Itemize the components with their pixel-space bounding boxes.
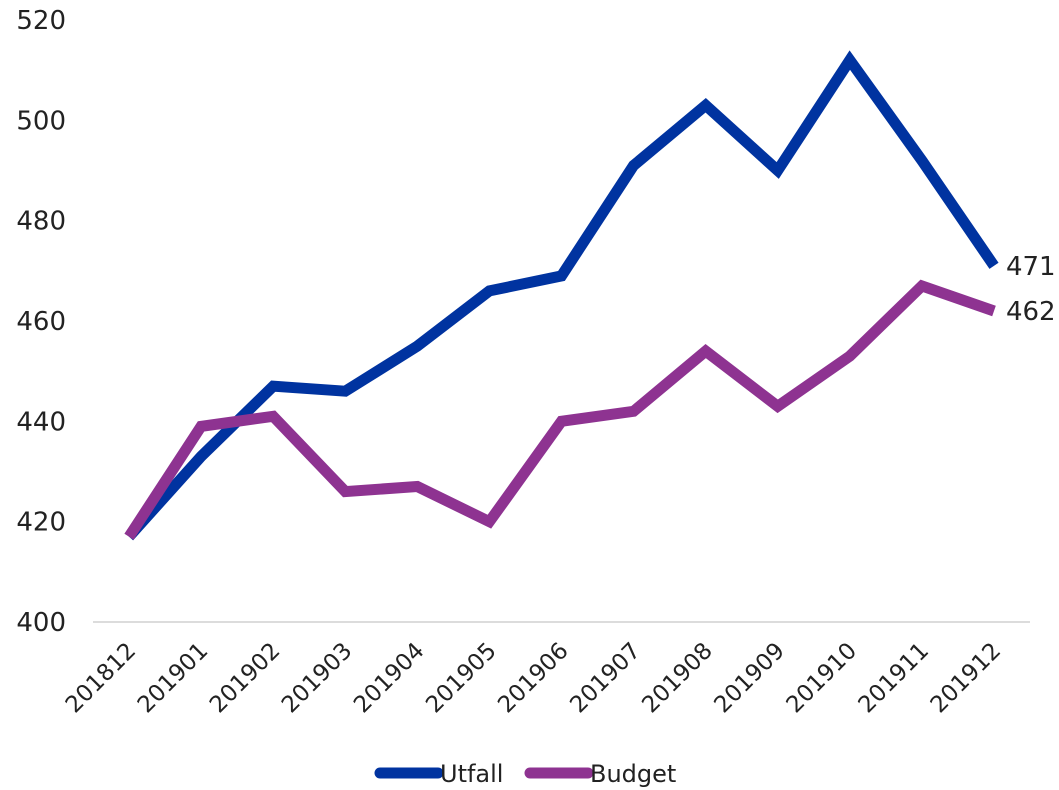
y-tick-label: 460 bbox=[16, 307, 66, 337]
y-tick-label: 500 bbox=[16, 106, 66, 136]
x-tick-label: 201908 bbox=[637, 638, 717, 718]
legend-label-utfall: Utfall bbox=[440, 760, 503, 788]
x-tick-label: 201904 bbox=[349, 638, 429, 718]
y-tick-label: 520 bbox=[16, 6, 66, 36]
x-tick-label: 201902 bbox=[205, 638, 285, 718]
x-tick-label: 201812 bbox=[61, 638, 141, 718]
x-tick-label: 201907 bbox=[565, 638, 645, 718]
y-tick-label: 480 bbox=[16, 207, 66, 237]
y-axis-ticks: 400 420 440 460 480 500 520 bbox=[16, 6, 66, 638]
data-label-utfall: 471 bbox=[1006, 252, 1056, 282]
series-lines bbox=[124, 50, 999, 541]
x-axis-ticks: 2018122019012019022019032019042019052019… bbox=[61, 638, 1006, 718]
x-tick-label: 201910 bbox=[782, 638, 862, 718]
y-tick-label: 440 bbox=[16, 407, 66, 437]
y-tick-label: 400 bbox=[16, 608, 66, 638]
data-labels: 471 462 bbox=[1006, 252, 1056, 327]
x-tick-label: 201909 bbox=[709, 638, 789, 718]
x-tick-label: 201912 bbox=[926, 638, 1006, 718]
x-tick-label: 201911 bbox=[854, 638, 934, 718]
legend: Utfall Budget bbox=[374, 760, 676, 788]
series-line-utfall bbox=[124, 50, 999, 541]
data-label-budget: 462 bbox=[1006, 297, 1056, 327]
x-tick-label: 201903 bbox=[277, 638, 357, 718]
series-line-budget bbox=[124, 279, 996, 540]
x-tick-label: 201905 bbox=[421, 638, 501, 718]
legend-label-budget: Budget bbox=[590, 760, 676, 788]
x-tick-label: 201906 bbox=[493, 638, 573, 718]
x-tick-label: 201901 bbox=[133, 638, 213, 718]
y-tick-label: 420 bbox=[16, 508, 66, 538]
